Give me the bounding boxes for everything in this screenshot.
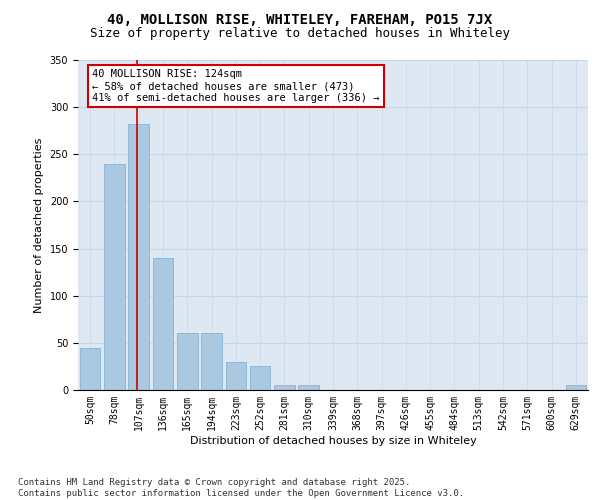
Text: Size of property relative to detached houses in Whiteley: Size of property relative to detached ho…	[90, 28, 510, 40]
Bar	[566, 386, 586, 390]
Bar	[177, 334, 197, 390]
Bar	[298, 386, 319, 390]
Text: 40 MOLLISON RISE: 124sqm
← 58% of detached houses are smaller (473)
41% of semi-: 40 MOLLISON RISE: 124sqm ← 58% of detach…	[92, 70, 380, 102]
Y-axis label: Number of detached properties: Number of detached properties	[34, 138, 44, 312]
Bar	[128, 124, 149, 390]
Bar	[274, 386, 295, 390]
Text: Contains HM Land Registry data © Crown copyright and database right 2025.
Contai: Contains HM Land Registry data © Crown c…	[18, 478, 464, 498]
Text: 40, MOLLISON RISE, WHITELEY, FAREHAM, PO15 7JX: 40, MOLLISON RISE, WHITELEY, FAREHAM, PO…	[107, 12, 493, 26]
X-axis label: Distribution of detached houses by size in Whiteley: Distribution of detached houses by size …	[190, 436, 476, 446]
Bar	[80, 348, 100, 390]
Bar	[152, 258, 173, 390]
Bar	[250, 366, 271, 390]
Bar	[104, 164, 125, 390]
Bar	[226, 362, 246, 390]
Bar	[201, 334, 222, 390]
